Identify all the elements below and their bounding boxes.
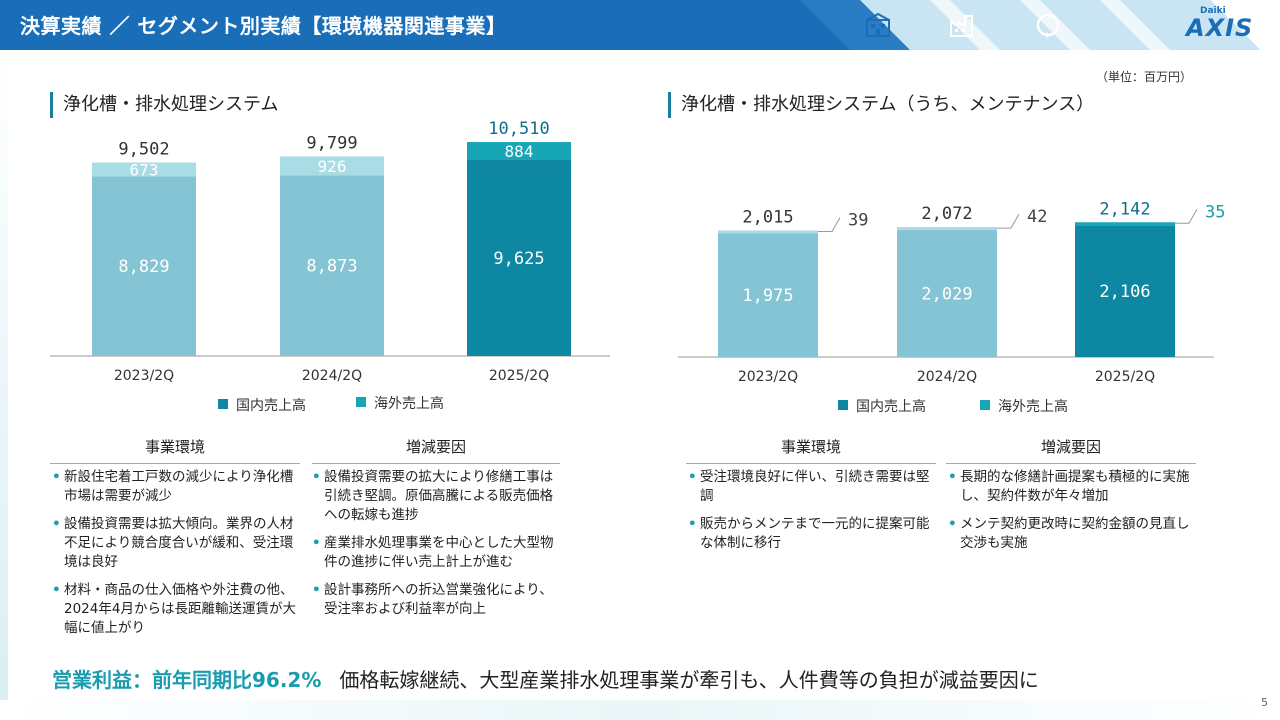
bar-domestic-label: 1,975 — [742, 286, 793, 306]
bar-overseas — [92, 162, 196, 177]
list-item: メンテ契約更改時に契約金額の見直し交渉も実施 — [948, 515, 1196, 553]
footer-highlight: 営業利益：前年同期比96.2% — [52, 668, 322, 692]
bar-total-label: 9,799 — [306, 133, 357, 153]
bar-overseas-label: 884 — [505, 142, 534, 161]
list-item: 長期的な修繕計画提案も積極的に実施し、契約件数が年々増加 — [948, 468, 1196, 506]
footer-text: 価格転嫁継続、大型産業排水処理事業が牽引も、人件費等の負担が減益要因に — [339, 668, 1039, 692]
bar-total-label: 2,142 — [1099, 199, 1150, 219]
leader-line — [997, 213, 1020, 229]
legend-label: 国内売上高 — [236, 398, 306, 414]
list-item: 受注環境良好に伴い、引続き需要は堅調 — [688, 468, 934, 506]
bar-domestic-label: 8,829 — [118, 257, 169, 277]
category-label: 2024/2Q — [302, 368, 362, 384]
category-label: 2025/2Q — [489, 368, 549, 384]
logo-small-text: Daiki — [1200, 6, 1226, 16]
bar-domestic — [92, 176, 196, 356]
list-item: 新設住宅着工戸数の減少により浄化槽市場は需要が減少 — [52, 468, 300, 506]
page-number: 5 — [1261, 696, 1268, 709]
left-env-list: 新設住宅着工戸数の減少により浄化槽市場は需要が減少 設備投資需要は拡大傾向。業界… — [52, 468, 300, 647]
unit-label: （単位：百万円） — [1096, 70, 1193, 84]
recycle-icon — [1034, 12, 1062, 38]
left-factor-head: 増減要因 — [312, 436, 560, 464]
left-env-head: 事業環境 — [50, 436, 300, 464]
bar-overseas-label: 673 — [130, 160, 159, 179]
page-title: 決算実績 ／ セグメント別実績【環境機器関連事業】 — [20, 14, 507, 38]
bar-domestic-label: 2,029 — [921, 285, 972, 305]
bar-overseas-label: 39 — [848, 210, 868, 230]
legend-swatch-overseas — [356, 397, 366, 407]
list-item: 設備投資需要は拡大傾向。業界の人材不足により競合度合いが緩和、受注環境は良好 — [52, 515, 300, 572]
list-item: 販売からメンテまで一元的に提案可能な体制に移行 — [688, 515, 934, 553]
right-legend-overseas: 海外売上高 — [980, 396, 1068, 416]
bar-overseas-label: 926 — [318, 157, 347, 176]
legend-label: 海外売上高 — [998, 399, 1068, 415]
bar-overseas-label: 35 — [1205, 202, 1225, 222]
left-legend-domestic: 国内売上高 — [218, 395, 306, 415]
bar-domestic — [1075, 225, 1175, 357]
legend-label: 国内売上高 — [856, 399, 926, 415]
company-logo: Daiki AXIS — [1186, 6, 1266, 44]
list-item: 設計事務所への折込営業強化により、受注率および利益率が向上 — [312, 581, 560, 619]
bar-domestic — [718, 233, 818, 357]
left-legend-overseas: 海外売上高 — [356, 393, 444, 413]
bar-overseas — [1075, 222, 1175, 226]
legend-swatch-domestic — [218, 399, 228, 409]
right-chart-title: 浄化槽・排水処理システム（うち、メンテナンス） — [668, 92, 1094, 118]
header-bar: 決算実績 ／ セグメント別実績【環境機器関連事業】 — [0, 0, 1280, 50]
right-env-list: 受注環境良好に伴い、引続き需要は堅調 販売からメンテまで一元的に提案可能な体制に… — [688, 468, 934, 562]
right-chart: 1,975 39 2,015 2023/2Q 2,029 42 2,072 2024/2Q 2,… — [678, 199, 1225, 385]
side-decoration — [0, 50, 8, 720]
factory-icon — [948, 12, 976, 38]
bar-total-label: 2,072 — [921, 204, 972, 224]
bar-domestic — [897, 230, 997, 357]
bar-domestic-label: 8,873 — [306, 257, 357, 277]
leader-line — [1175, 209, 1198, 224]
left-chart-title: 浄化槽・排水処理システム — [50, 92, 278, 118]
legend-swatch-domestic — [838, 400, 848, 410]
right-factor-head: 増減要因 — [946, 436, 1196, 464]
category-label: 2023/2Q — [738, 369, 798, 385]
footer-summary: 営業利益：前年同期比96.2% 価格転嫁継続、大型産業排水処理事業が牽引も、人件費… — [52, 664, 1039, 693]
bar-domestic — [280, 175, 384, 356]
bar-overseas — [718, 230, 818, 234]
right-env-head: 事業環境 — [686, 436, 936, 464]
category-label: 2023/2Q — [114, 368, 174, 384]
leader-line — [818, 217, 841, 232]
legend-label: 海外売上高 — [374, 396, 444, 412]
bar-total-label: 2,015 — [742, 207, 793, 227]
bar-domestic-label: 9,625 — [493, 249, 544, 269]
category-label: 2024/2Q — [917, 369, 977, 385]
bar-total-label: 10,510 — [488, 120, 549, 139]
left-factor-list: 設備投資需要の拡大により修繕工事は引続き堅調。原価高騰による販売価格への転嫁も進… — [312, 468, 560, 628]
bar-domestic-label: 2,106 — [1099, 282, 1150, 302]
bar-overseas — [280, 156, 384, 176]
legend-swatch-overseas — [980, 400, 990, 410]
list-item: 設備投資需要の拡大により修繕工事は引続き堅調。原価高騰による販売価格への転嫁も進… — [312, 468, 560, 525]
logo-big-text: AXIS — [1186, 14, 1254, 42]
bar-overseas — [897, 227, 997, 231]
list-item: 産業排水処理事業を中心とした大型物件の進捗に伴い売上計上が進む — [312, 534, 560, 572]
bottom-band — [0, 700, 1280, 720]
bar-domestic — [467, 160, 571, 356]
bar-total-label: 9,502 — [118, 140, 169, 160]
building-icon — [864, 12, 892, 38]
bar-overseas — [467, 142, 571, 161]
right-legend-domestic: 国内売上高 — [838, 396, 926, 416]
right-factor-list: 長期的な修繕計画提案も積極的に実施し、契約件数が年々増加 メンテ契約更改時に契約… — [948, 468, 1196, 562]
header-decoration — [800, 0, 1280, 50]
list-item: 材料・商品の仕入価格や外注費の他、2024年4月からは長距離輸送運賃が大幅に値上… — [52, 581, 300, 638]
category-label: 2025/2Q — [1095, 369, 1155, 385]
bar-overseas-label: 42 — [1027, 207, 1047, 227]
